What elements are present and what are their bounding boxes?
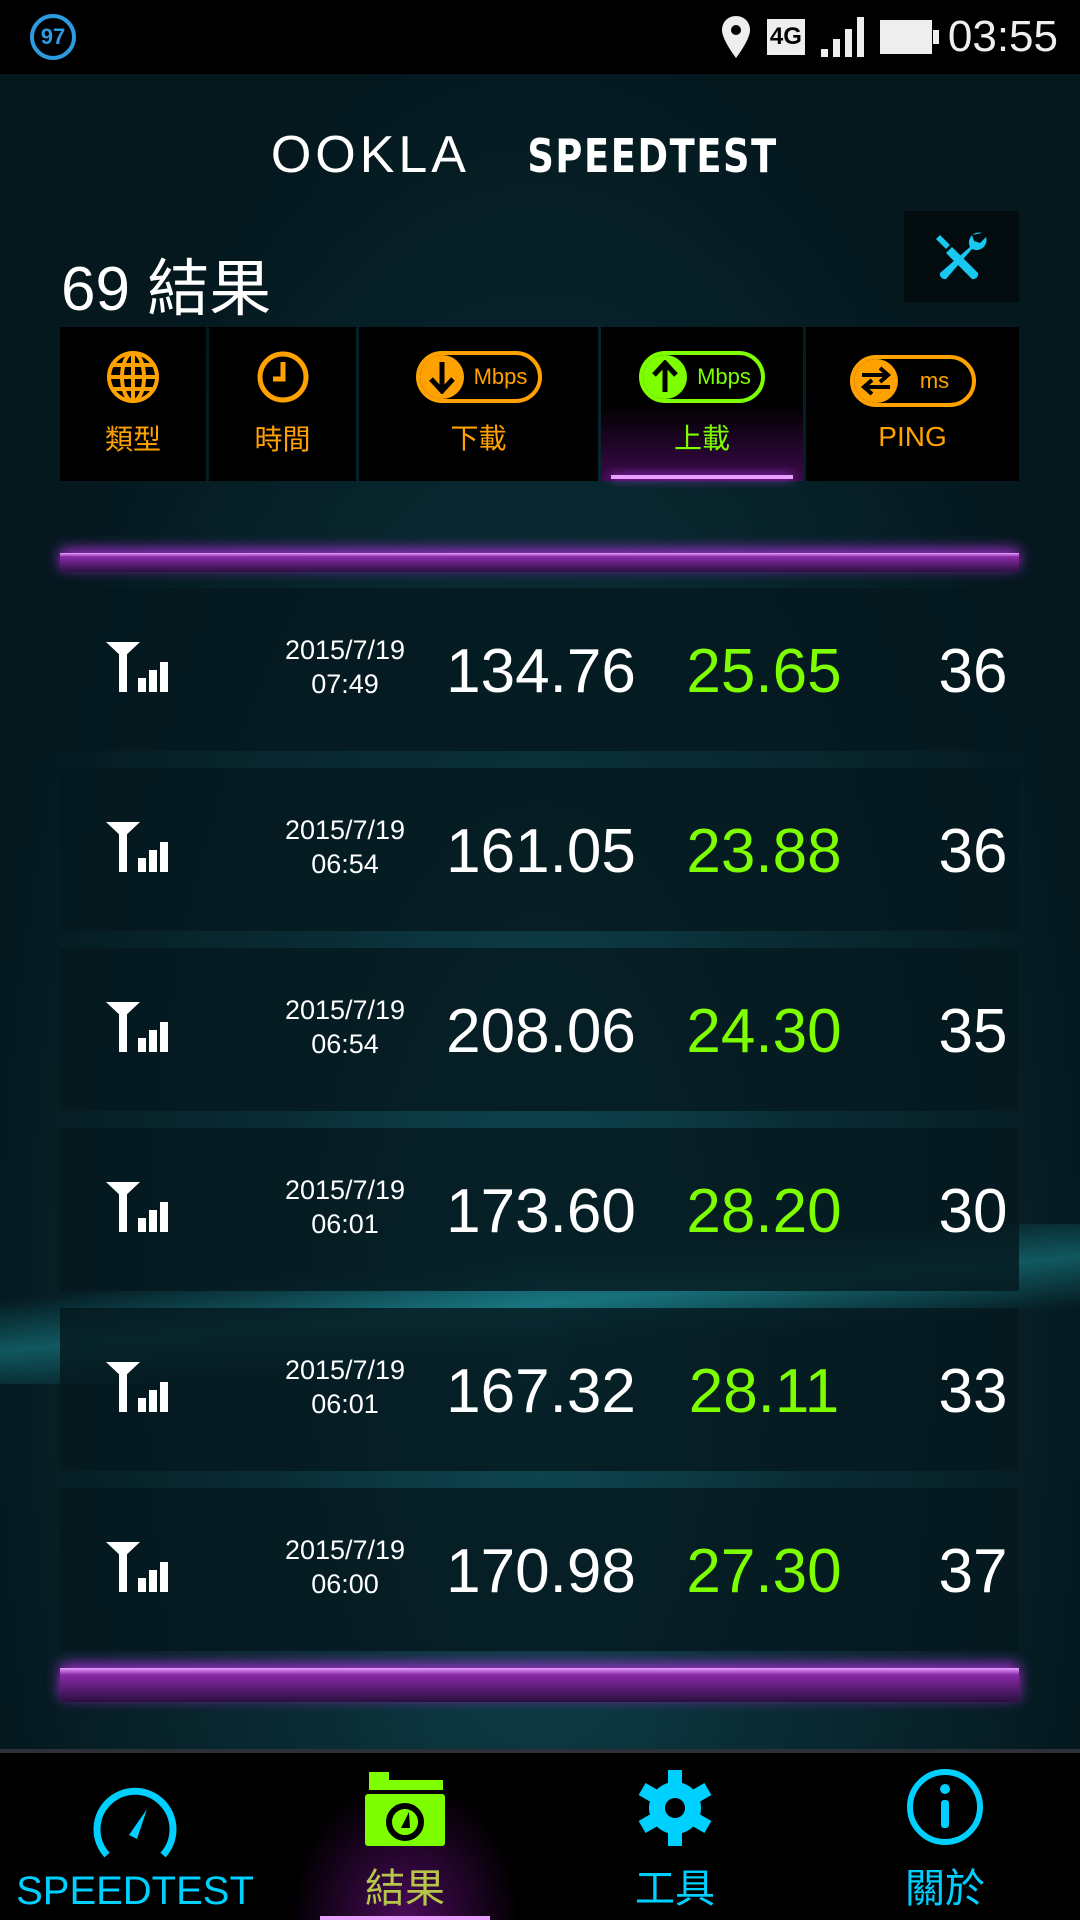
- signal-icon: [820, 17, 864, 57]
- ping-value: 36: [938, 637, 1008, 706]
- result-row[interactable]: 2015/7/19 07:49 134.76 25.65 36: [60, 588, 1019, 751]
- result-row[interactable]: 2015/7/19 06:01 173.60 28.20 30: [60, 1128, 1019, 1291]
- battery-icon: [879, 20, 939, 54]
- tab-upload[interactable]: Mbps 上載: [601, 327, 803, 481]
- ping-value: 33: [938, 1357, 1008, 1426]
- result-datetime: 2015/7/19 07:49: [284, 635, 406, 699]
- ookla-speedtest-logo: OOKLA SPEEDTEST: [270, 126, 778, 184]
- list-top-divider: [60, 553, 1019, 572]
- upload-value: 24.30: [686, 997, 842, 1066]
- tab-label: 類型: [104, 424, 161, 455]
- upload-value: 25.65: [686, 637, 842, 706]
- result-row[interactable]: 2015/7/19 06:00 170.98 27.30 37: [60, 1488, 1019, 1651]
- sort-tabs: 類型 時間 Mbps 下載 Mbps 上載 ms PING: [60, 327, 1019, 481]
- cellular-signal-icon: [106, 1542, 168, 1592]
- battery-badge: 97: [30, 14, 76, 60]
- wrench-screwdriver-icon: [935, 232, 986, 279]
- clock: 03:55: [947, 12, 1058, 61]
- cellular-signal-icon: [106, 822, 168, 872]
- result-datetime: 2015/7/19 06:01: [284, 1175, 406, 1239]
- ping-value: 37: [938, 1537, 1008, 1606]
- clock-icon: [257, 351, 308, 403]
- nav-results[interactable]: 結果: [270, 1753, 540, 1920]
- speedometer-icon: [93, 1787, 177, 1858]
- download-value: 173.60: [446, 1177, 636, 1246]
- tab-label: PING: [878, 421, 947, 452]
- upload-value: 28.11: [688, 1357, 840, 1426]
- result-row[interactable]: 2015/7/19 06:01 167.32 28.11 33: [60, 1308, 1019, 1471]
- result-datetime: 2015/7/19 06:01: [284, 1355, 406, 1419]
- status-bar: 97 4G 03:55: [0, 0, 1080, 74]
- upload-arrow-icon: [652, 360, 678, 392]
- result-datetime: 2015/7/19 06:54: [284, 815, 406, 879]
- upload-value: 27.30: [686, 1537, 842, 1606]
- ping-value: 36: [938, 817, 1008, 886]
- result-datetime: 2015/7/19 06:00: [284, 1535, 406, 1599]
- upload-value: 23.88: [686, 817, 842, 886]
- download-value: 134.76: [446, 637, 636, 706]
- download-value: 161.05: [446, 817, 636, 886]
- location-icon: [721, 16, 750, 58]
- results-folder-icon: [365, 1772, 445, 1846]
- tools-button[interactable]: [904, 211, 1019, 302]
- nav-about[interactable]: 關於: [810, 1753, 1080, 1920]
- network-type: 4G: [766, 19, 805, 55]
- cellular-signal-icon: [106, 1182, 168, 1232]
- result-row[interactable]: 2015/7/19 06:54 161.05 23.88 36: [60, 768, 1019, 931]
- cellular-signal-icon: [106, 642, 168, 692]
- nav-speedtest[interactable]: SPEEDTEST: [0, 1753, 270, 1920]
- list-bottom-divider: [60, 1668, 1019, 1702]
- result-datetime: 2015/7/19 06:54: [284, 995, 406, 1059]
- upload-value: 28.20: [686, 1177, 842, 1246]
- download-arrow-icon: [428, 362, 455, 394]
- tab-ping[interactable]: ms PING: [806, 327, 1019, 481]
- info-icon: [907, 1769, 983, 1845]
- tab-time[interactable]: 時間: [209, 327, 356, 481]
- tab-label: 下載: [450, 423, 507, 454]
- tab-label: 上載: [673, 423, 730, 454]
- results-count: 69 結果: [61, 255, 272, 324]
- download-value: 208.06: [446, 997, 636, 1066]
- globe-icon: [107, 351, 159, 403]
- download-value: 167.32: [446, 1357, 636, 1426]
- nav-tools[interactable]: 工具: [540, 1753, 810, 1920]
- tab-download[interactable]: Mbps 下載: [359, 327, 598, 481]
- cellular-signal-icon: [106, 1002, 168, 1052]
- cellular-signal-icon: [106, 1362, 168, 1412]
- result-row[interactable]: 2015/7/19 06:54 208.06 24.30 35: [60, 948, 1019, 1111]
- ping-value: 35: [938, 997, 1008, 1066]
- bottom-nav: SPEEDTEST 結果 工具 關於: [0, 1749, 1080, 1920]
- tab-type[interactable]: 類型: [60, 327, 206, 481]
- tab-label: 時間: [254, 424, 311, 455]
- ping-value: 30: [938, 1177, 1008, 1246]
- ping-arrows-icon: [860, 366, 891, 396]
- download-value: 170.98: [446, 1537, 636, 1606]
- gear-icon: [638, 1770, 712, 1846]
